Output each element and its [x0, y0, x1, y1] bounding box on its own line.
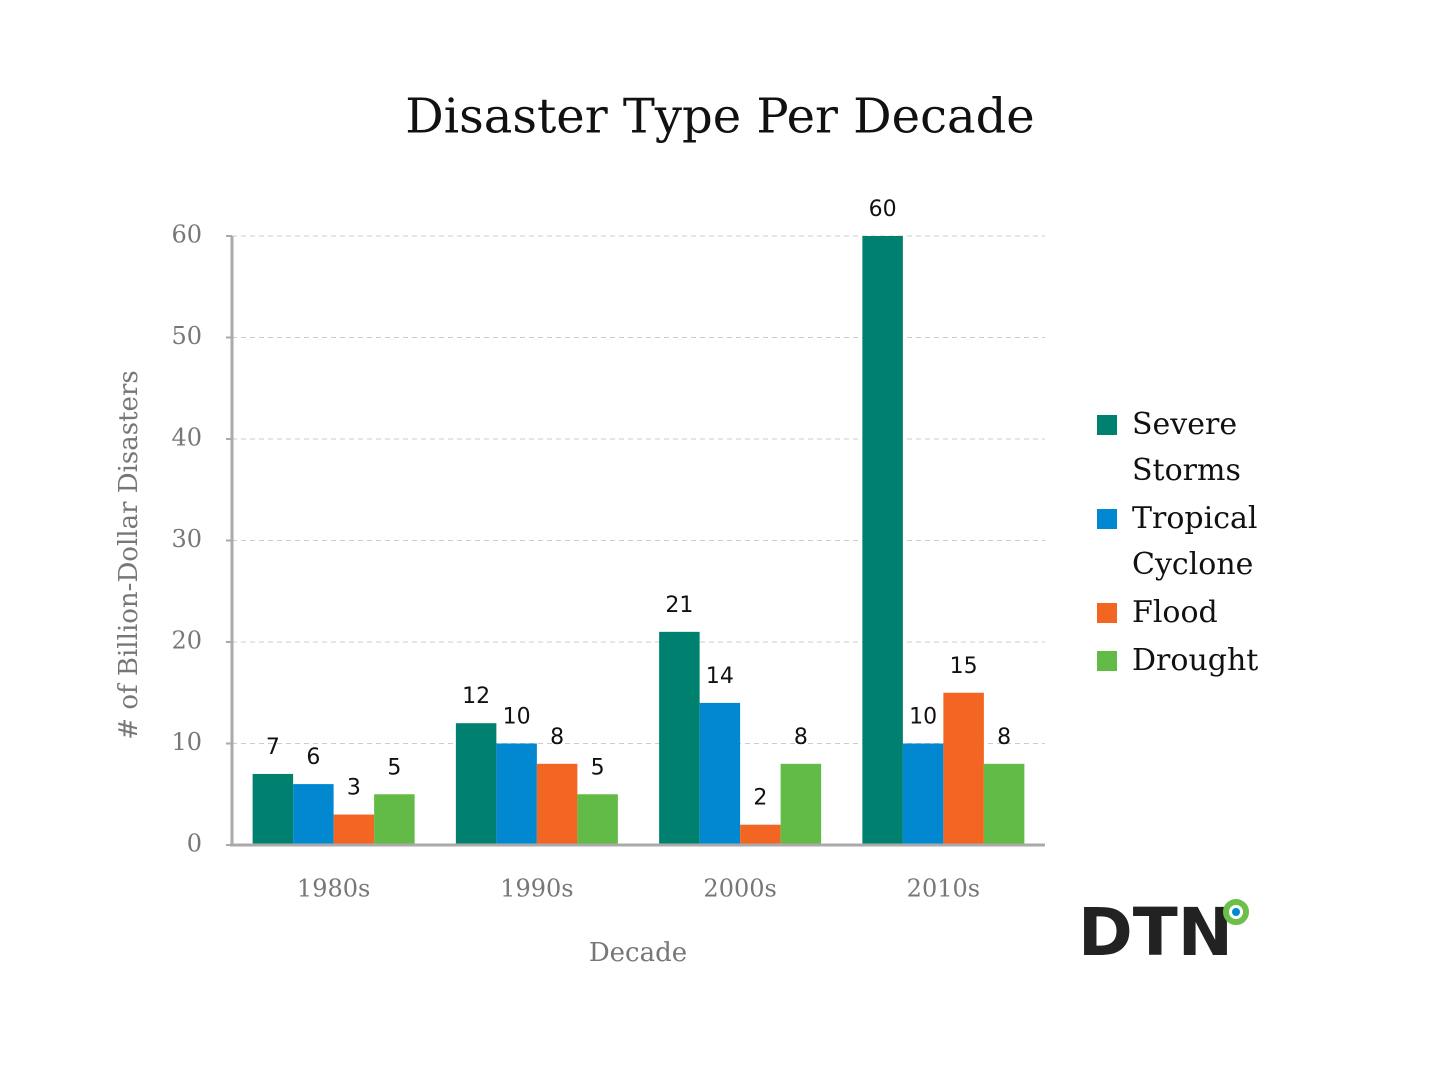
x-tick-label: 2000s [703, 875, 776, 903]
value-label: 8 [997, 725, 1011, 750]
bar [983, 763, 1025, 845]
logo-dot [1223, 899, 1249, 925]
value-label: 21 [665, 593, 693, 618]
y-tick-label: 50 [171, 322, 202, 350]
value-label: 8 [794, 725, 808, 750]
legend-label: Flood [1132, 595, 1218, 630]
logo-dot-center [1232, 908, 1240, 916]
bar [536, 763, 578, 845]
legend-label: Drought [1132, 643, 1259, 678]
bar [455, 723, 497, 845]
value-label: 7 [266, 735, 280, 760]
value-label: 2 [753, 786, 767, 811]
y-tick-label: 40 [171, 424, 202, 452]
legend-swatch [1097, 509, 1117, 529]
legend-item: Severe Storms [1097, 402, 1267, 494]
bar [780, 763, 822, 845]
value-label: 8 [550, 725, 564, 750]
x-tick-label: 1990s [500, 875, 573, 903]
bar [496, 743, 537, 845]
bar [862, 236, 903, 845]
bar [333, 814, 375, 845]
legend-item: Tropical Cyclone [1097, 496, 1267, 588]
bar [293, 784, 334, 845]
legend-swatch [1097, 415, 1117, 435]
bar [902, 743, 944, 845]
value-label: 3 [347, 776, 361, 801]
value-label: 14 [706, 664, 734, 689]
x-tick-label: 1980s [297, 875, 370, 903]
legend-label: Tropical Cyclone [1132, 501, 1258, 582]
bar [943, 692, 984, 845]
x-axis-label: Decade [589, 938, 687, 968]
legend-label: Severe Storms [1132, 407, 1241, 488]
bar [740, 824, 781, 845]
bar [577, 794, 618, 845]
y-axis-label: # of Billion-Dollar Disasters [114, 370, 144, 739]
value-label: 12 [462, 684, 490, 709]
y-tick-label: 20 [171, 627, 202, 655]
value-label: 10 [909, 705, 937, 730]
legend-item: Flood [1097, 590, 1267, 636]
legend: Severe Storms Tropical Cyclone Flood Drough… [1097, 402, 1267, 686]
y-tick-label: 30 [171, 525, 202, 553]
y-tick-label: 60 [171, 221, 202, 249]
value-label: 15 [950, 654, 978, 679]
logo: DTN [1078, 894, 1233, 971]
bar [659, 631, 700, 845]
bar [252, 773, 294, 845]
value-label: 5 [591, 755, 605, 780]
x-tick-label: 2010s [907, 875, 980, 903]
legend-item: Drought [1097, 638, 1267, 684]
bar [699, 702, 741, 845]
y-tick-label: 0 [187, 830, 202, 858]
value-label: 5 [387, 755, 401, 780]
y-tick-label: 10 [171, 728, 202, 756]
value-label: 10 [503, 705, 531, 730]
bar [374, 794, 415, 845]
legend-swatch [1097, 651, 1117, 671]
value-label: 60 [869, 197, 897, 222]
legend-swatch [1097, 603, 1117, 623]
value-label: 6 [306, 745, 320, 770]
chart-title: Disaster Type Per Decade [405, 89, 1034, 145]
